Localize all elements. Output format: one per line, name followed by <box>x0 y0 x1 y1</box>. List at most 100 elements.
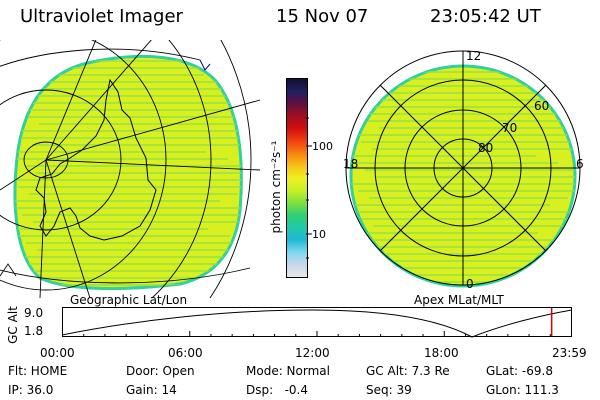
status-dsp: Dsp: -0.4 <box>246 383 309 397</box>
stripe <box>19 263 242 265</box>
status-gain: Gain: 14 <box>126 383 177 397</box>
stripe <box>22 214 242 216</box>
stripe <box>351 134 570 136</box>
stripe <box>353 85 556 87</box>
stripe <box>349 57 568 59</box>
stripe <box>357 113 575 115</box>
stripe <box>14 102 242 104</box>
stripe <box>368 120 566 122</box>
stripe <box>30 270 240 272</box>
stripe <box>38 46 256 48</box>
stripe <box>24 88 242 90</box>
status-glat: GLat: -69.8 <box>486 364 553 378</box>
x-tick-2359: 23:59 <box>552 346 587 360</box>
stripe <box>361 141 575 143</box>
geographic-caption: Geographic Lat/Lon <box>70 293 188 307</box>
stripe <box>31 67 242 69</box>
stripe <box>14 179 242 181</box>
stripe <box>14 200 220 202</box>
stripe <box>29 193 238 195</box>
stripe <box>14 256 242 258</box>
instrument-title: Ultraviolet Imager <box>20 6 183 27</box>
stripe <box>36 172 242 174</box>
status-ip: IP: 36.0 <box>8 383 54 397</box>
mlt-label-12: 12 <box>466 49 481 63</box>
stripe <box>366 246 575 248</box>
status-glon: GLon: 111.3 <box>486 383 559 397</box>
stripe <box>14 74 204 76</box>
stripe <box>372 148 575 150</box>
stripe <box>25 165 242 167</box>
stripe <box>26 242 242 244</box>
polar-grid <box>345 50 581 286</box>
mlt-label-6: 6 <box>576 157 584 171</box>
status-mode: Mode: Normal <box>246 364 330 378</box>
lat-label-60: 60 <box>534 99 549 113</box>
stripe <box>14 151 206 153</box>
stripe <box>351 183 575 185</box>
stripe <box>378 50 586 52</box>
geographic-image <box>0 40 260 298</box>
stripe <box>370 274 570 276</box>
lat-label-70: 70 <box>502 121 517 135</box>
lat-label-80: 80 <box>478 141 493 155</box>
stripe <box>373 225 575 227</box>
x-tick-1800: 18:00 <box>424 346 459 360</box>
stripe <box>377 253 575 255</box>
stripe <box>351 78 534 80</box>
stripe <box>365 169 575 171</box>
stripe <box>364 92 575 94</box>
stripe <box>18 186 242 188</box>
stripe <box>375 99 575 101</box>
altitude-ylabel: GC Alt <box>5 306 20 344</box>
altitude-plot <box>62 307 573 338</box>
stripe <box>351 232 538 234</box>
stripe <box>14 81 226 83</box>
stripe <box>28 116 236 118</box>
colorbar <box>286 78 308 278</box>
stripe <box>359 267 575 269</box>
stripe <box>20 60 242 62</box>
mlt-label-18: 18 <box>343 157 358 171</box>
stripe <box>351 260 575 262</box>
stripe <box>37 249 242 251</box>
stripe <box>352 288 574 290</box>
altitude-curve <box>62 309 573 338</box>
altitude-ytop: 9.0 <box>24 306 44 320</box>
geo-grid <box>0 40 260 298</box>
stripe <box>14 207 242 209</box>
stripe <box>376 176 575 178</box>
stripe <box>371 71 575 73</box>
polar-plot: 12 18 6 0 60 70 80 <box>343 49 586 291</box>
stripe <box>39 123 242 125</box>
stripe <box>351 281 552 283</box>
stripe <box>379 127 575 129</box>
stripe <box>369 197 568 199</box>
colorbar-unit-label: photon cm⁻²s⁻¹ <box>269 140 283 234</box>
stripe <box>355 239 560 241</box>
time-label: 23:05:42 UT <box>430 6 541 27</box>
stripe <box>17 109 242 111</box>
stripe <box>354 162 558 164</box>
date-label: 15 Nov 07 <box>276 6 369 27</box>
stripe <box>351 155 536 157</box>
altitude-ybottom: 1.8 <box>24 324 44 338</box>
stripe <box>35 95 242 97</box>
mlt-label-0: 0 <box>466 277 474 291</box>
stripe <box>14 130 240 132</box>
stripe <box>351 204 550 206</box>
stripe <box>32 144 242 146</box>
stripe <box>21 137 242 139</box>
stripe <box>14 284 242 286</box>
status-flt: Flt: HOME <box>8 364 68 378</box>
stripe <box>33 221 242 223</box>
stripe <box>362 218 575 220</box>
stripe <box>14 277 222 279</box>
colorbar-tick-100: 100 <box>312 140 333 153</box>
status-door: Door: Open <box>126 364 195 378</box>
status-seq: Seq: 39 <box>366 383 412 397</box>
polar-caption: Apex MLat/MLT <box>414 293 504 307</box>
status-gc-alt: GC Alt: 7.3 Re <box>366 364 450 378</box>
stripe <box>14 158 228 160</box>
stripe <box>14 228 208 230</box>
